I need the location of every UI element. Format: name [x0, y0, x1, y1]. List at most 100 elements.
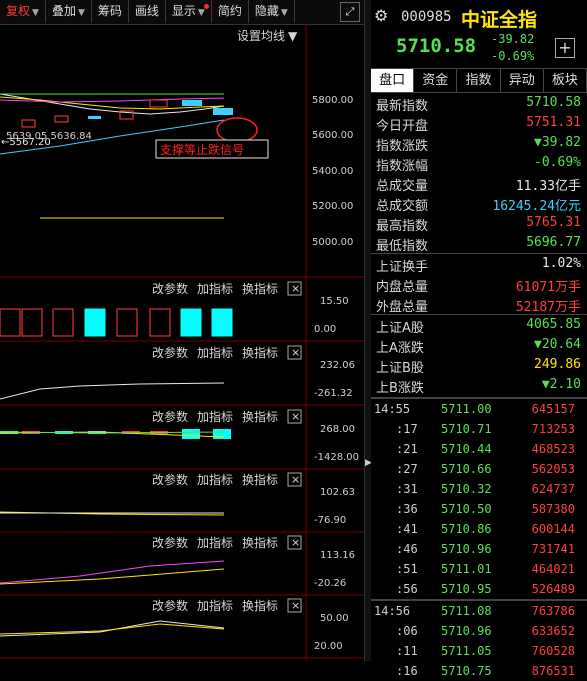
tick-volume: 633652 — [531, 624, 575, 638]
stat-label: 上A涨跌 — [376, 341, 424, 356]
edit-params-button[interactable]: 改参数 — [152, 409, 188, 424]
close-icon[interactable] — [287, 535, 302, 550]
tick-price: 5711.05 — [441, 644, 492, 658]
tick-volume: 876531 — [531, 664, 575, 678]
switch-indicator-button[interactable]: 换指标 — [242, 345, 278, 360]
edit-params-button[interactable]: 改参数 — [152, 472, 188, 487]
candle — [88, 116, 101, 119]
tick-volume: 464021 — [531, 562, 575, 576]
chevron-down-icon[interactable]: ▼ — [288, 29, 298, 43]
close-icon[interactable] — [287, 281, 302, 296]
stat-label: 最低指数 — [376, 239, 429, 254]
tick-price: 5711.08 — [441, 604, 492, 618]
toolbar-button[interactable]: 隐藏 ▼ — [249, 0, 295, 23]
tick-row: :11 5711.05 760528 — [371, 641, 587, 661]
volume-bar — [211, 308, 233, 337]
close-icon[interactable] — [287, 409, 302, 424]
add-indicator-button[interactable]: 加指标 — [197, 472, 233, 487]
indicator-line — [0, 560, 225, 584]
stat-label: 上证换手 — [376, 260, 429, 275]
y-tick: 102.63 — [320, 487, 355, 498]
tick-time: :41 — [396, 522, 418, 536]
y-tick: 0.00 — [314, 324, 336, 335]
add-watchlist-button[interactable]: + — [555, 38, 575, 58]
indicator-line — [0, 568, 225, 585]
toolbar-button[interactable]: 复权 ▼ — [0, 0, 46, 23]
add-indicator-button[interactable]: 加指标 — [197, 598, 233, 613]
close-icon-glyph: × — [291, 536, 300, 549]
tick-time: :06 — [396, 624, 418, 638]
tab-0[interactable]: 盘口 — [371, 69, 415, 92]
stat-value: 1.02% — [541, 256, 581, 271]
stat-value: 11.33亿手 — [515, 179, 581, 194]
indicator-panel: 改参数 加指标 换指标 × 113.16 -20.26 — [0, 535, 364, 596]
ma-setting-link[interactable]: 设置均线 — [237, 29, 285, 43]
tick-price: 5710.96 — [441, 624, 492, 638]
close-icon[interactable] — [287, 598, 302, 613]
tick-list: 14:55 5711.00 645157:17 5710.71 713253:21 571… — [371, 397, 587, 681]
switch-indicator-button[interactable]: 换指标 — [242, 535, 278, 550]
tab-3[interactable]: 异动 — [501, 69, 544, 92]
stat-label: 上证A股 — [376, 321, 424, 336]
index-price: 5710.58 — [396, 35, 477, 57]
tick-row: :17 5710.71 713253 — [371, 419, 587, 439]
stat-value: 249.86 — [534, 357, 581, 372]
toolbar-button[interactable]: 简约 — [212, 0, 249, 23]
tick-row: :41 5710.86 600144 — [371, 519, 587, 539]
y-tick: -261.32 — [314, 388, 353, 399]
main-price-panel: 设置均线 ▼ 5800.00 5600.00 5400.00 5200.00 5… — [0, 24, 364, 661]
tick-time: :36 — [396, 502, 418, 516]
gear-icon[interactable]: ⚙ — [374, 6, 389, 25]
tick-price: 5710.66 — [441, 462, 492, 476]
edit-params-button[interactable]: 改参数 — [152, 281, 188, 296]
tick-volume: 526489 — [531, 582, 575, 596]
y-tick: 5800.00 — [312, 95, 353, 106]
tab-2[interactable]: 指数 — [457, 69, 501, 92]
close-icon-glyph: × — [291, 346, 300, 359]
y-tick: 268.00 — [320, 424, 355, 435]
candle — [149, 99, 168, 108]
tab-1[interactable]: 资金 — [414, 69, 458, 92]
edit-params-button[interactable]: 改参数 — [152, 535, 188, 550]
add-indicator-button[interactable]: 加指标 — [197, 535, 233, 550]
switch-indicator-button[interactable]: 换指标 — [242, 472, 278, 487]
switch-indicator-button[interactable]: 换指标 — [242, 281, 278, 296]
switch-indicator-button[interactable]: 换指标 — [242, 598, 278, 613]
ma-line-cyan — [0, 119, 225, 155]
fullscreen-icon[interactable]: ⤢ — [340, 2, 360, 22]
tick-price: 5710.86 — [441, 522, 492, 536]
close-icon-glyph: × — [291, 473, 300, 486]
add-indicator-button[interactable]: 加指标 — [197, 409, 233, 424]
close-icon[interactable] — [287, 345, 302, 360]
toolbar-button[interactable]: 画线 — [129, 0, 166, 23]
tick-time: :56 — [396, 582, 418, 596]
stat-label: 上B涨跌 — [376, 381, 424, 396]
stat-label: 内盘总量 — [376, 280, 429, 295]
indicator-bar — [213, 429, 231, 439]
close-icon-glyph: × — [291, 599, 300, 612]
toolbar-button[interactable]: 叠加 ▼ — [46, 0, 92, 23]
edit-params-button[interactable]: 改参数 — [152, 345, 188, 360]
toolbar-button[interactable]: 显示 ▼ — [166, 0, 212, 23]
indicator-line — [0, 382, 225, 400]
switch-indicator-button[interactable]: 换指标 — [242, 409, 278, 424]
add-indicator-button[interactable]: 加指标 — [197, 345, 233, 360]
kline-chart-area: 设置均线 ▼ 5800.00 5600.00 5400.00 5200.00 5… — [0, 24, 364, 661]
index-change: -39.82 — [491, 32, 535, 46]
edit-params-button[interactable]: 改参数 — [152, 598, 188, 613]
toolbar-button[interactable]: 筹码 — [92, 0, 129, 23]
y-tick: 232.06 — [320, 360, 355, 371]
index-change-pct: -0.69% — [491, 49, 535, 63]
stat-value: ▼2.10 — [541, 377, 581, 392]
tick-time: :46 — [396, 542, 418, 556]
chart-svg: 设置均线 ▼ 5800.00 5600.00 5400.00 5200.00 5… — [0, 24, 364, 661]
index-name: 中证全指 — [461, 9, 538, 31]
tab-4[interactable]: 板块 — [544, 69, 587, 92]
tick-time: 14:55 — [374, 402, 411, 416]
indicator-line — [0, 623, 225, 635]
notification-dot — [203, 4, 209, 9]
volume-bar — [180, 308, 202, 337]
close-icon[interactable] — [287, 472, 302, 487]
add-indicator-button[interactable]: 加指标 — [197, 281, 233, 296]
indicator-panel: 改参数 加指标 换指标 × 50.00 20.00 — [0, 598, 364, 659]
